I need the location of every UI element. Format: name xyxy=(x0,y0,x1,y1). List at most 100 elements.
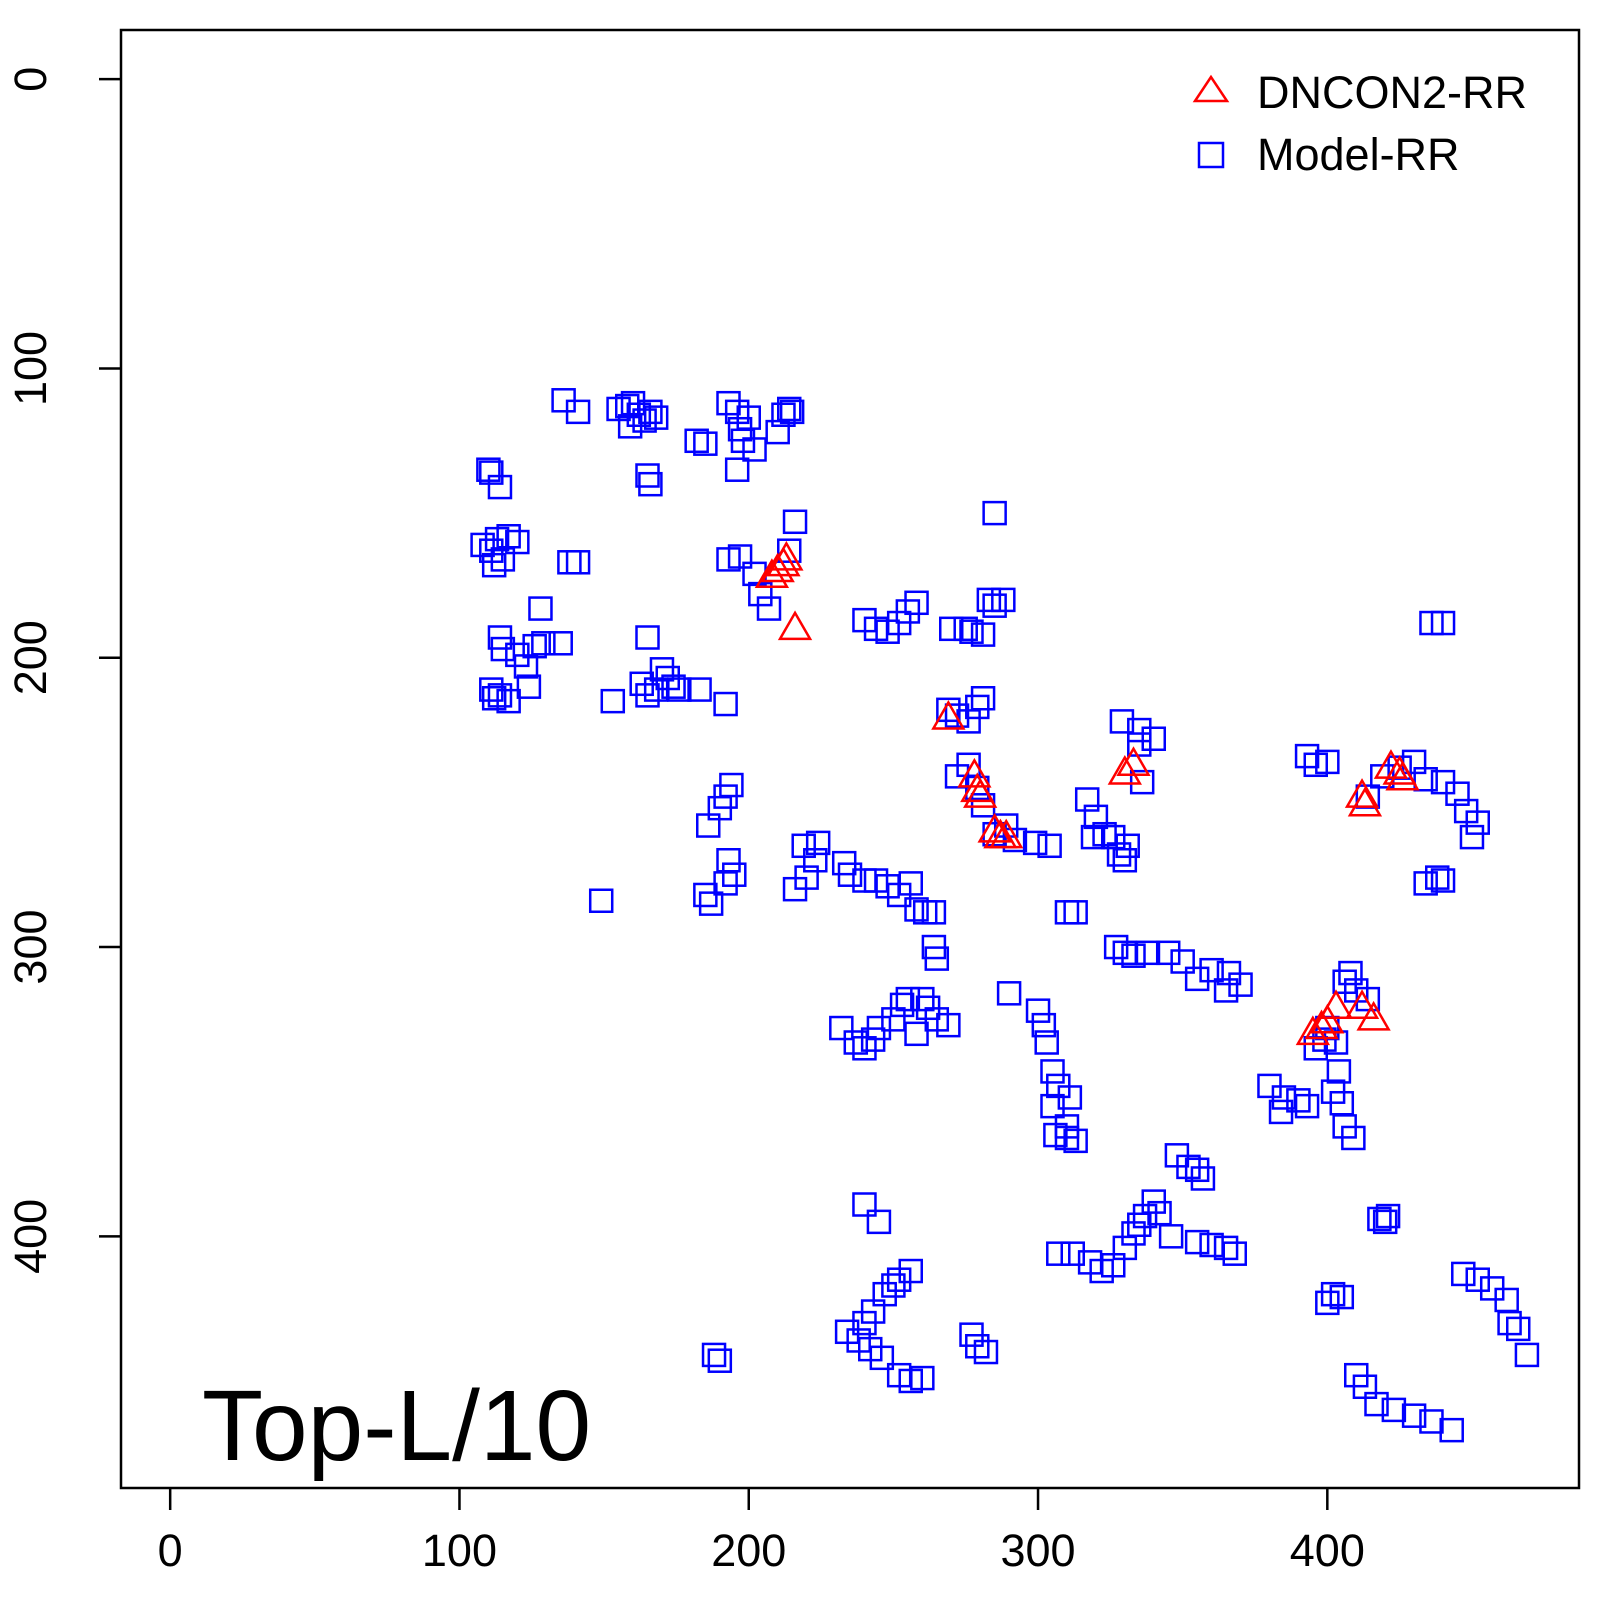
model-rr-point xyxy=(1135,940,1161,966)
model-rr-point xyxy=(1372,1209,1398,1235)
model-rr-point xyxy=(1430,868,1456,893)
model-rr-point xyxy=(869,1345,895,1371)
model-rr-point xyxy=(1465,1267,1490,1292)
dncon2-rr-point xyxy=(1318,989,1354,1020)
model-rr-point xyxy=(1338,960,1363,986)
model-rr-point xyxy=(1170,949,1195,974)
plot-frame xyxy=(119,28,1581,1490)
model-rr-point xyxy=(661,674,686,699)
dncon2-rr-point xyxy=(963,778,998,808)
model-rr-point xyxy=(910,1365,935,1391)
model-rr-point xyxy=(1121,943,1146,968)
legend: DNCON2-RR Model-RR xyxy=(1192,67,1527,180)
model-rr-point xyxy=(722,862,747,887)
model-rr-point xyxy=(1315,749,1340,775)
model-rr-point xyxy=(895,986,921,1012)
x-tick-label: 100 xyxy=(422,1525,497,1576)
model-rr-point xyxy=(1040,1093,1065,1119)
model-rr-point xyxy=(779,399,805,425)
model-rr-point xyxy=(1057,1085,1083,1110)
model-rr-point xyxy=(1294,1093,1320,1119)
dncon2-rr-point xyxy=(777,610,813,641)
model-rr-point xyxy=(1060,1241,1085,1266)
model-rr-point xyxy=(1367,1206,1392,1232)
model-rr-point xyxy=(1381,1397,1407,1423)
model-rr-point xyxy=(1222,1241,1247,1266)
model-rr-point xyxy=(791,833,816,859)
model-rr-point xyxy=(548,631,573,656)
dncon2-rr-point xyxy=(769,540,804,571)
dncon2-rr-point xyxy=(989,818,1024,849)
model-rr-point xyxy=(1401,1403,1427,1428)
model-rr-point xyxy=(1413,767,1438,792)
model-rr-point xyxy=(684,428,709,454)
model-rr-point xyxy=(756,596,782,621)
model-rr-point xyxy=(600,688,626,714)
model-rr-point xyxy=(889,992,915,1018)
x-tick-label: 200 xyxy=(711,1525,786,1576)
model-rr-point xyxy=(727,544,753,569)
dncon2-rr-point xyxy=(1344,778,1380,808)
model-rr-point xyxy=(866,1209,892,1235)
model-rr-point xyxy=(831,850,857,876)
model-rr-point xyxy=(667,677,692,702)
model-rr-point xyxy=(707,1348,733,1373)
model-rr-point xyxy=(872,1281,897,1307)
model-rr-point xyxy=(1320,1281,1346,1307)
dncon2-rr-point xyxy=(1310,1003,1345,1034)
model-rr-point xyxy=(991,587,1016,613)
legend-square-marker xyxy=(1197,141,1225,169)
model-rr-point xyxy=(1419,1409,1444,1434)
model-rr-point xyxy=(1184,1157,1210,1183)
model-rr-point xyxy=(1213,1235,1239,1261)
model-rr-point xyxy=(1497,1310,1522,1336)
model-rr-point xyxy=(982,593,1007,618)
model-rr-point xyxy=(1132,1203,1158,1229)
y-tick-label: 300 xyxy=(5,909,56,984)
model-rr-point xyxy=(881,1007,906,1032)
dncon2-rr-point xyxy=(931,699,966,730)
y-tick-label: 0 xyxy=(5,67,56,92)
model-rr-point xyxy=(638,399,663,425)
model-rr-point xyxy=(965,1334,990,1359)
model-rr-point xyxy=(1294,743,1320,769)
model-rr-point xyxy=(852,1036,877,1061)
model-rr-point xyxy=(1303,1036,1328,1061)
model-rr-point xyxy=(924,946,950,971)
model-rr-point xyxy=(638,471,663,497)
model-rr-point xyxy=(531,631,556,656)
dncon2-rr-point xyxy=(1385,760,1420,791)
model-rr-point xyxy=(1054,900,1080,925)
x-axis: 0 100 200 300 400 xyxy=(158,1488,1365,1576)
model-rr-point xyxy=(970,622,996,647)
dncon2-rr-point xyxy=(1344,989,1380,1020)
model-rr-point xyxy=(970,686,996,711)
dncon2-rr-point xyxy=(1304,1009,1339,1040)
model-rr-point xyxy=(487,683,513,708)
model-rr-point xyxy=(843,1030,869,1055)
model-rr-point xyxy=(1257,1073,1282,1099)
model-rr-point xyxy=(713,871,738,896)
model-rr-point xyxy=(1190,1166,1216,1191)
model-rr-point xyxy=(528,596,553,621)
model-rr-point xyxy=(1158,1224,1184,1249)
model-rr-point xyxy=(921,900,947,925)
model-rr-point xyxy=(965,694,990,720)
model-rr-point xyxy=(687,677,712,702)
x-tick-label: 400 xyxy=(1290,1525,1365,1576)
x-tick-label: 300 xyxy=(1000,1525,1075,1576)
model-rr-point xyxy=(1127,717,1152,743)
model-rr-point xyxy=(904,590,929,616)
model-rr-point xyxy=(635,683,660,708)
model-rr-point xyxy=(1002,827,1028,853)
model-rr-point xyxy=(617,414,643,439)
model-rr-point xyxy=(742,437,767,462)
model-rr-point xyxy=(1184,1229,1210,1255)
model-rr-point xyxy=(643,405,669,430)
model-rr-point xyxy=(481,552,507,578)
model-rr-point xyxy=(490,636,516,662)
series-model-rr xyxy=(470,388,1540,1443)
model-rr-point xyxy=(713,691,738,717)
model-rr-point xyxy=(635,625,660,650)
